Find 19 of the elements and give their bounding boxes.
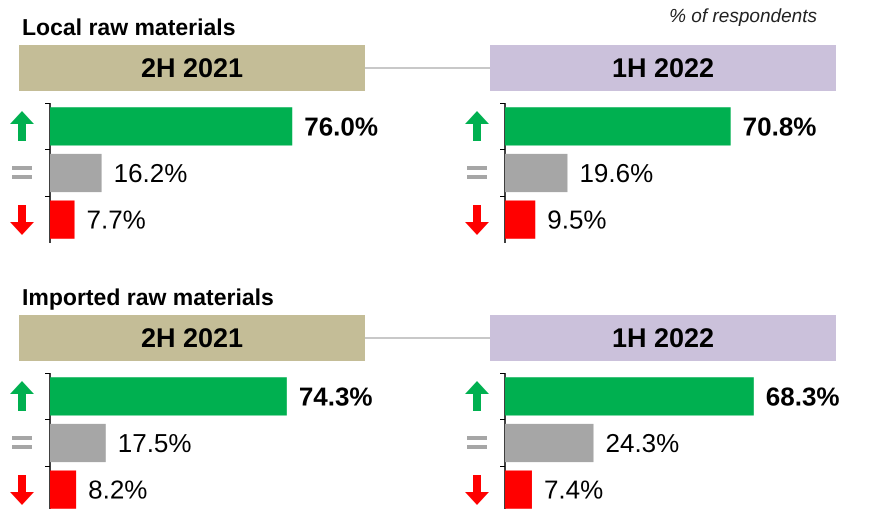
data-label: 9.5% [547,204,607,235]
data-label: 17.5% [118,428,192,458]
text: % of respondents [669,6,817,28]
data-label: 8.2% [88,474,148,505]
chart-subtitle: 2H 2021 [140,322,244,354]
data-label: 70.8% [742,111,816,142]
chart-subtitle: 1H 2022 [612,322,714,354]
data-label: 7.4% [544,474,604,505]
chart-subtitle: 2H 2021 [140,52,244,84]
data-label: 68.3% [766,381,840,412]
data-label: 7.7% [86,204,146,235]
data-label: 76.0% [304,111,378,142]
data-label: 24.3% [606,428,680,458]
data-label: 16.2% [114,158,188,188]
chart-title: Local raw materials [22,14,236,41]
chart-subtitle: 1H 2022 [612,52,714,84]
chart-title: Imported raw materials [22,284,274,311]
data-label: 74.3% [298,381,373,412]
data-label: 19.6% [579,158,654,188]
